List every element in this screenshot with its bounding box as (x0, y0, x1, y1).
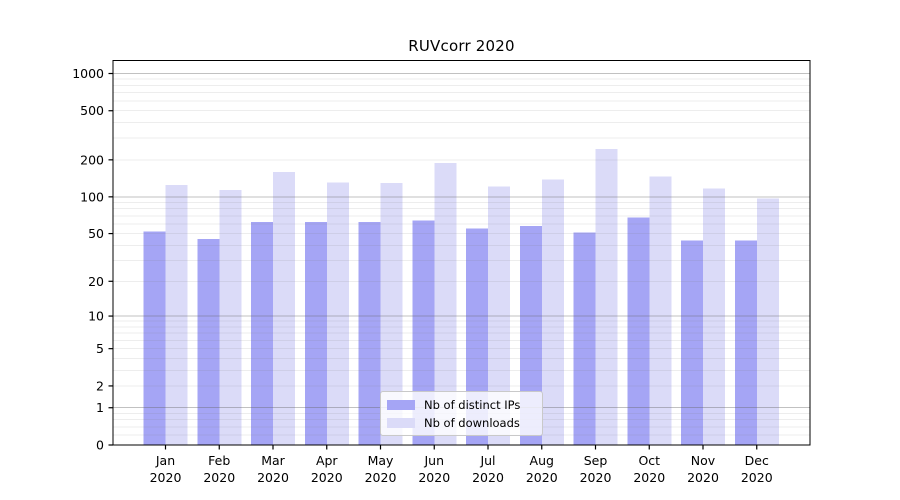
x-tick-label-month: Jun (423, 453, 444, 468)
bar-series1-oct (649, 176, 672, 446)
x-tick-label-month: Feb (208, 453, 230, 468)
x-tick-label-month: Jan (155, 453, 175, 468)
bar-series0-may (358, 222, 381, 445)
legend-label-distinct-ips: Nb of distinct IPs (424, 397, 521, 412)
x-tick-label-month: Apr (316, 453, 338, 468)
x-tick-label-month: Oct (638, 453, 660, 468)
bar-series0-jun (412, 220, 435, 445)
bar-series1-apr (326, 182, 349, 445)
x-tick-label-month: Aug (530, 453, 554, 468)
bar-series0-apr (304, 222, 327, 445)
y-tick-label: 1000 (72, 66, 104, 81)
bar-series1-aug (541, 179, 564, 446)
downloads-swatch-icon (387, 417, 415, 428)
x-tick-label-year: 2020 (741, 470, 773, 485)
x-tick-label-year: 2020 (418, 470, 450, 485)
bar-series1-may (380, 182, 403, 446)
bar-series0-aug (519, 225, 542, 445)
x-tick-label-month: Jul (479, 453, 495, 468)
x-tick-label-year: 2020 (150, 470, 182, 485)
bar-series0-jul (466, 228, 488, 445)
bar-series1-jul (488, 186, 510, 445)
legend-item-downloads: Nb of downloads (387, 416, 542, 430)
x-tick-label-year: 2020 (633, 470, 665, 485)
y-tick-label: 100 (80, 189, 104, 204)
chart-title: RUVcorr 2020 (408, 37, 515, 55)
x-tick-label-year: 2020 (311, 470, 343, 485)
x-tick-label-month: May (368, 453, 394, 468)
legend-item-distinct-ips: Nb of distinct IPs (387, 398, 542, 412)
bar-series0-mar (251, 222, 273, 445)
bar-series1-jan (165, 184, 188, 445)
y-tick-label: 1 (96, 400, 104, 415)
bar-series1-mar (273, 171, 295, 445)
x-tick-label-month: Mar (261, 453, 285, 468)
bar-series1-jun (434, 163, 457, 445)
legend-label-downloads: Nb of downloads (424, 415, 520, 430)
x-tick-label-year: 2020 (365, 470, 397, 485)
bar-series0-oct (627, 217, 650, 445)
legend: Nb of distinct IPs Nb of downloads (380, 391, 543, 436)
y-tick-label: 5 (96, 341, 104, 356)
y-tick-label: 500 (80, 103, 104, 118)
bar-series1-sep (595, 148, 618, 445)
y-tick-label: 50 (88, 226, 104, 241)
x-tick-label-year: 2020 (526, 470, 558, 485)
y-tick-label: 200 (80, 152, 104, 167)
x-tick-label-year: 2020 (687, 470, 719, 485)
y-tick-label: 0 (96, 438, 104, 453)
x-tick-label-year: 2020 (257, 470, 289, 485)
y-tick-label: 20 (88, 274, 104, 289)
x-tick-label-month: Sep (584, 453, 608, 468)
distinct-ips-swatch-icon (387, 399, 415, 410)
bar-series1-dec (756, 198, 779, 445)
x-tick-label-month: Nov (691, 453, 716, 468)
bar-series1-nov (703, 188, 725, 446)
bar-series0-nov (681, 240, 703, 445)
x-tick-label-year: 2020 (203, 470, 235, 485)
bar-series0-sep (573, 232, 596, 445)
plot-frame (112, 59, 811, 446)
y-tick-label: 2 (96, 378, 104, 393)
x-tick-label-month: Dec (745, 453, 769, 468)
y-tick-label: 10 (88, 309, 104, 324)
x-tick-label-year: 2020 (580, 470, 612, 485)
bar-series0-jan (143, 231, 166, 445)
x-tick-label-year: 2020 (472, 470, 504, 485)
bar-series0-feb (197, 239, 220, 445)
bar-series1-feb (219, 189, 242, 445)
bar-series0-dec (734, 240, 757, 445)
